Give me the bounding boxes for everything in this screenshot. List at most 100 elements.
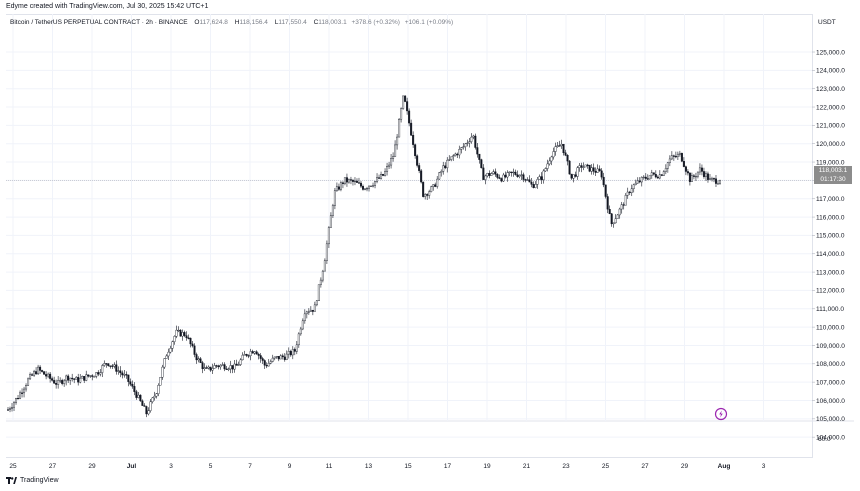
candle-up xyxy=(203,367,206,369)
candle-down xyxy=(606,196,609,210)
candle-down xyxy=(592,167,595,172)
candle-up xyxy=(65,375,68,382)
candle-up xyxy=(165,355,168,359)
candle-up xyxy=(333,190,336,206)
candle-up xyxy=(25,385,28,390)
candle-down xyxy=(195,354,198,361)
candle-up xyxy=(99,372,102,375)
candle-up xyxy=(370,185,373,187)
candle-up xyxy=(227,368,230,370)
time-tick-label: Jul xyxy=(127,463,137,470)
chart-pane[interactable] xyxy=(6,14,812,458)
candle-down xyxy=(684,166,687,172)
candle-down xyxy=(225,368,228,370)
candle-up xyxy=(438,172,441,180)
candle-down xyxy=(87,374,90,377)
candle-up xyxy=(708,178,711,180)
candle-down xyxy=(259,355,262,359)
price-tick-label: 108,000.0 xyxy=(816,361,845,368)
candle-up xyxy=(155,393,158,397)
candle-down xyxy=(39,366,42,371)
candle-down xyxy=(570,173,573,179)
candle-down xyxy=(357,182,360,184)
candle-down xyxy=(602,176,605,186)
candle-up xyxy=(123,374,126,376)
candle-up xyxy=(596,168,599,173)
candle-up xyxy=(321,270,324,281)
volume-scale-label: 60.0 xyxy=(818,436,831,443)
candle-down xyxy=(71,377,74,380)
candle-down xyxy=(478,153,481,160)
candle-up xyxy=(47,373,50,377)
price-tick-label: 122,000.0 xyxy=(816,104,845,111)
time-tick-label: 21 xyxy=(523,463,531,470)
candle-down xyxy=(83,376,86,381)
candle-up xyxy=(556,145,559,147)
candle-up xyxy=(211,368,214,371)
candle-up xyxy=(23,388,26,394)
candle-up xyxy=(664,168,667,172)
candle-up xyxy=(402,95,405,109)
candle-up xyxy=(634,182,637,186)
time-tick-label: 9 xyxy=(288,463,292,470)
candle-up xyxy=(538,176,541,180)
candle-up xyxy=(632,184,635,189)
candle-up xyxy=(213,365,216,369)
candle-up xyxy=(315,300,318,306)
candle-up xyxy=(648,175,651,180)
candle-down xyxy=(412,135,415,145)
candle-up xyxy=(137,394,140,398)
candle-up xyxy=(151,397,154,403)
candle-up xyxy=(11,407,14,409)
price-tick-label: 120,000.0 xyxy=(816,141,845,148)
last-price-badge: 118,003.1 01:17:30 xyxy=(814,166,852,184)
candle-up xyxy=(676,154,679,157)
time-tick-label: 17 xyxy=(444,463,452,470)
candle-down xyxy=(193,345,196,355)
candle-up xyxy=(630,188,633,193)
candle-down xyxy=(21,392,24,394)
candle-up xyxy=(424,194,427,197)
candle-up xyxy=(13,402,16,408)
candle-up xyxy=(347,179,350,183)
time-tick-label: 19 xyxy=(483,463,491,470)
candle-up xyxy=(502,174,505,182)
candle-up xyxy=(512,171,515,174)
candle-up xyxy=(57,380,60,385)
candle-down xyxy=(600,170,603,178)
candle-up xyxy=(181,332,184,337)
candle-down xyxy=(522,174,525,180)
candle-up xyxy=(704,173,707,177)
candle-up xyxy=(454,153,457,156)
candle-up xyxy=(275,356,278,358)
tradingview-brand[interactable]: TradingView xyxy=(6,477,59,484)
chart-legend: Bitcoin / TetherUS PERPETUAL CONTRACT · … xyxy=(10,19,453,26)
candle-up xyxy=(472,135,475,138)
candle-down xyxy=(257,353,260,356)
candle-up xyxy=(662,171,665,176)
candle-down xyxy=(378,177,381,179)
time-tick-label: Aug xyxy=(718,463,731,470)
candle-down xyxy=(476,147,479,155)
time-tick-label: 25 xyxy=(602,463,610,470)
candle-up xyxy=(163,358,166,368)
candle-down xyxy=(143,405,146,407)
candle-up xyxy=(9,408,12,410)
candle-up xyxy=(572,174,575,179)
candle-up xyxy=(658,174,661,179)
candle-down xyxy=(121,372,124,376)
candle-up xyxy=(448,159,451,161)
candle-down xyxy=(692,175,695,177)
candle-down xyxy=(416,155,419,166)
candle-down xyxy=(55,383,58,385)
candle-down xyxy=(201,362,204,369)
candle-down xyxy=(45,374,48,377)
lightning-alert-icon[interactable] xyxy=(714,407,728,421)
price-scale[interactable] xyxy=(812,14,854,458)
candle-up xyxy=(470,136,473,142)
legend-high: 118,156.4 xyxy=(239,19,268,26)
candle-up xyxy=(390,158,393,166)
candle-up xyxy=(239,359,242,365)
candle-up xyxy=(678,152,681,155)
currency-label[interactable]: USDT xyxy=(818,19,836,26)
